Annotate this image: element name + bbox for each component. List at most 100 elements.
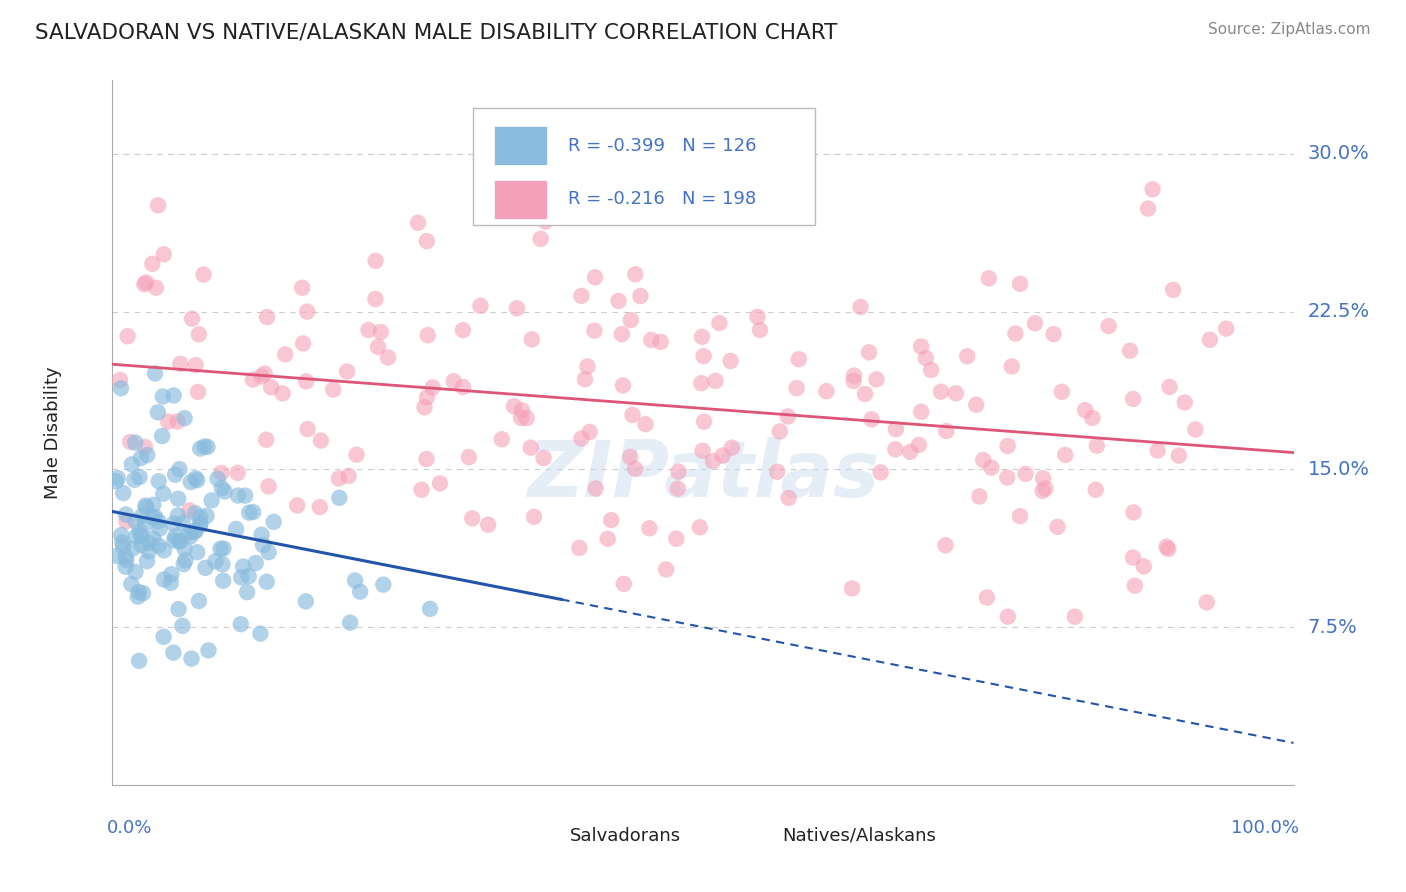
Point: [619, 450, 641, 464]
Point: [690, 376, 713, 391]
Point: [1050, 384, 1073, 399]
Point: [920, 363, 942, 377]
Point: [461, 511, 484, 525]
Point: [115, 553, 138, 567]
Point: [152, 630, 174, 644]
Point: [1142, 182, 1164, 196]
Point: [225, 522, 247, 536]
Point: [179, 530, 201, 544]
Point: [769, 425, 792, 439]
Point: [271, 386, 294, 401]
Point: [666, 482, 689, 496]
Point: [634, 417, 657, 432]
Point: [1081, 411, 1104, 425]
Point: [503, 399, 526, 413]
Point: [1014, 467, 1036, 481]
Point: [162, 516, 184, 531]
Point: [346, 448, 368, 462]
Point: [131, 508, 153, 523]
Point: [690, 329, 713, 343]
Point: [250, 369, 273, 384]
Point: [112, 486, 135, 500]
Point: [1184, 423, 1206, 437]
Text: Source: ZipAtlas.com: Source: ZipAtlas.com: [1208, 22, 1371, 37]
Point: [143, 367, 166, 381]
Point: [110, 381, 132, 395]
Point: [169, 357, 191, 371]
Text: R = -0.399   N = 126: R = -0.399 N = 126: [568, 136, 756, 154]
Point: [162, 646, 184, 660]
Point: [583, 324, 606, 338]
Point: [624, 268, 647, 282]
Point: [169, 534, 191, 549]
Point: [884, 422, 907, 436]
Point: [134, 499, 156, 513]
Point: [506, 301, 529, 316]
Point: [250, 527, 273, 541]
Point: [135, 276, 157, 290]
FancyBboxPatch shape: [515, 819, 555, 853]
Point: [491, 432, 513, 446]
Point: [510, 410, 533, 425]
Point: [910, 339, 932, 353]
Point: [257, 545, 280, 559]
Point: [146, 198, 169, 212]
Point: [188, 517, 211, 532]
Point: [969, 490, 991, 504]
Point: [1119, 343, 1142, 358]
Point: [600, 513, 623, 527]
Point: [1157, 541, 1180, 556]
Point: [339, 615, 361, 630]
Point: [112, 540, 135, 554]
Point: [749, 323, 772, 337]
Point: [122, 541, 145, 556]
Point: [124, 473, 146, 487]
Point: [238, 506, 260, 520]
Point: [1123, 579, 1146, 593]
Point: [212, 574, 235, 588]
Point: [125, 530, 148, 544]
Point: [120, 577, 142, 591]
Point: [650, 334, 672, 349]
Point: [451, 380, 474, 394]
Point: [160, 567, 183, 582]
Point: [1084, 483, 1107, 497]
Point: [129, 451, 152, 466]
Point: [172, 516, 194, 530]
Point: [689, 520, 711, 534]
Point: [107, 471, 129, 485]
Point: [186, 524, 208, 538]
Point: [1167, 449, 1189, 463]
Point: [337, 469, 360, 483]
Point: [226, 489, 249, 503]
Point: [956, 349, 979, 363]
Point: [470, 299, 492, 313]
Point: [236, 585, 259, 599]
Point: [451, 323, 474, 337]
Point: [519, 441, 541, 455]
Point: [607, 293, 630, 308]
Point: [238, 569, 260, 583]
Text: Male Disability: Male Disability: [45, 367, 62, 499]
Point: [1137, 202, 1160, 216]
Point: [167, 508, 190, 523]
Point: [1161, 283, 1184, 297]
Point: [181, 311, 204, 326]
Point: [709, 316, 731, 330]
Point: [1008, 277, 1031, 291]
Point: [256, 574, 278, 589]
Point: [209, 466, 232, 480]
Point: [1098, 319, 1121, 334]
Point: [720, 354, 742, 368]
Point: [309, 434, 332, 448]
Point: [249, 626, 271, 640]
Point: [842, 374, 865, 388]
Point: [173, 541, 195, 556]
Point: [128, 524, 150, 539]
Point: [115, 514, 138, 528]
Point: [457, 450, 479, 464]
Point: [157, 415, 180, 429]
Point: [849, 300, 872, 314]
Point: [134, 440, 156, 454]
Point: [295, 304, 318, 318]
